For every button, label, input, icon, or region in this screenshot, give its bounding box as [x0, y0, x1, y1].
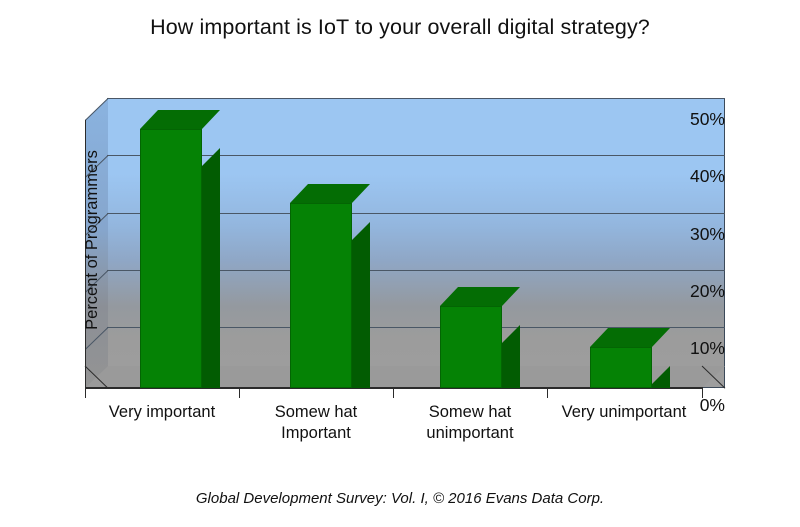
y-axis-title: Percent of Programmers: [83, 150, 101, 330]
bar-very-unimportant[interactable]: [590, 90, 670, 388]
x-tick-3: [547, 389, 548, 398]
bar-somewhat-important[interactable]: [290, 90, 370, 388]
gridline-40: [107, 155, 725, 156]
bar-top: [590, 328, 670, 347]
x-tick-label-line: Very unimportant: [561, 403, 687, 421]
y-tick-label-40: 40%: [689, 166, 725, 186]
bar-top: [290, 184, 370, 203]
y-tick-label-50: 50%: [689, 109, 725, 129]
x-tick-label-line: Very important: [108, 403, 216, 421]
y-tick-label-10: 10%: [689, 338, 725, 358]
x-axis-line: [85, 388, 703, 389]
bar-top: [440, 287, 520, 306]
x-tick-label-very-unimportant: Very unimportant: [544, 402, 704, 423]
y-tick-label-30: 30%: [689, 224, 725, 244]
x-tick-label-line: Somew hat: [428, 403, 512, 421]
x-tick-1: [239, 389, 240, 398]
x-tick-2: [393, 389, 394, 398]
bar-somewhat-unimportant[interactable]: [440, 90, 520, 388]
plot-area: 50% 40% 30% 20% 10% 0% Percent of Progra…: [83, 90, 725, 442]
plot-floor: [85, 366, 725, 388]
bar-front: [590, 347, 652, 388]
bar-top: [140, 110, 220, 129]
x-tick-label-somewhat-unimportant: Somew hat unimportant: [390, 402, 550, 444]
bar-side: [202, 148, 220, 388]
x-tick-label-very-important: Very important: [82, 402, 242, 423]
bar-front: [290, 203, 352, 388]
bar-side: [502, 325, 520, 388]
gridline-20: [107, 270, 725, 271]
bar-side: [352, 222, 370, 388]
y-tick-label-0: 0%: [699, 395, 725, 415]
bar-very-important[interactable]: [140, 90, 220, 388]
x-tick-0: [85, 389, 86, 398]
x-tick-label-somewhat-important: Somew hat Important: [236, 402, 396, 444]
plot-floor-left-edge: [85, 366, 109, 389]
y-axis-line: [85, 120, 86, 388]
gridline-50: [107, 98, 725, 99]
bar-front: [440, 306, 502, 388]
x-tick-4: [702, 389, 703, 398]
y-tick-label-20: 20%: [689, 281, 725, 301]
x-tick-label-line: unimportant: [426, 424, 514, 442]
chart-title: How important is IoT to your overall dig…: [150, 15, 650, 39]
gridline-30: [107, 213, 725, 214]
bar-front: [140, 129, 202, 388]
x-tick-label-line: Important: [281, 424, 351, 442]
gridline-10: [107, 327, 725, 328]
source-note: Global Development Survey: Vol. I, © 201…: [195, 490, 605, 507]
x-tick-label-line: Somew hat: [274, 403, 358, 421]
plot-floor-right-edge: [702, 366, 734, 390]
plot-floor-back-edge: [85, 387, 703, 388]
